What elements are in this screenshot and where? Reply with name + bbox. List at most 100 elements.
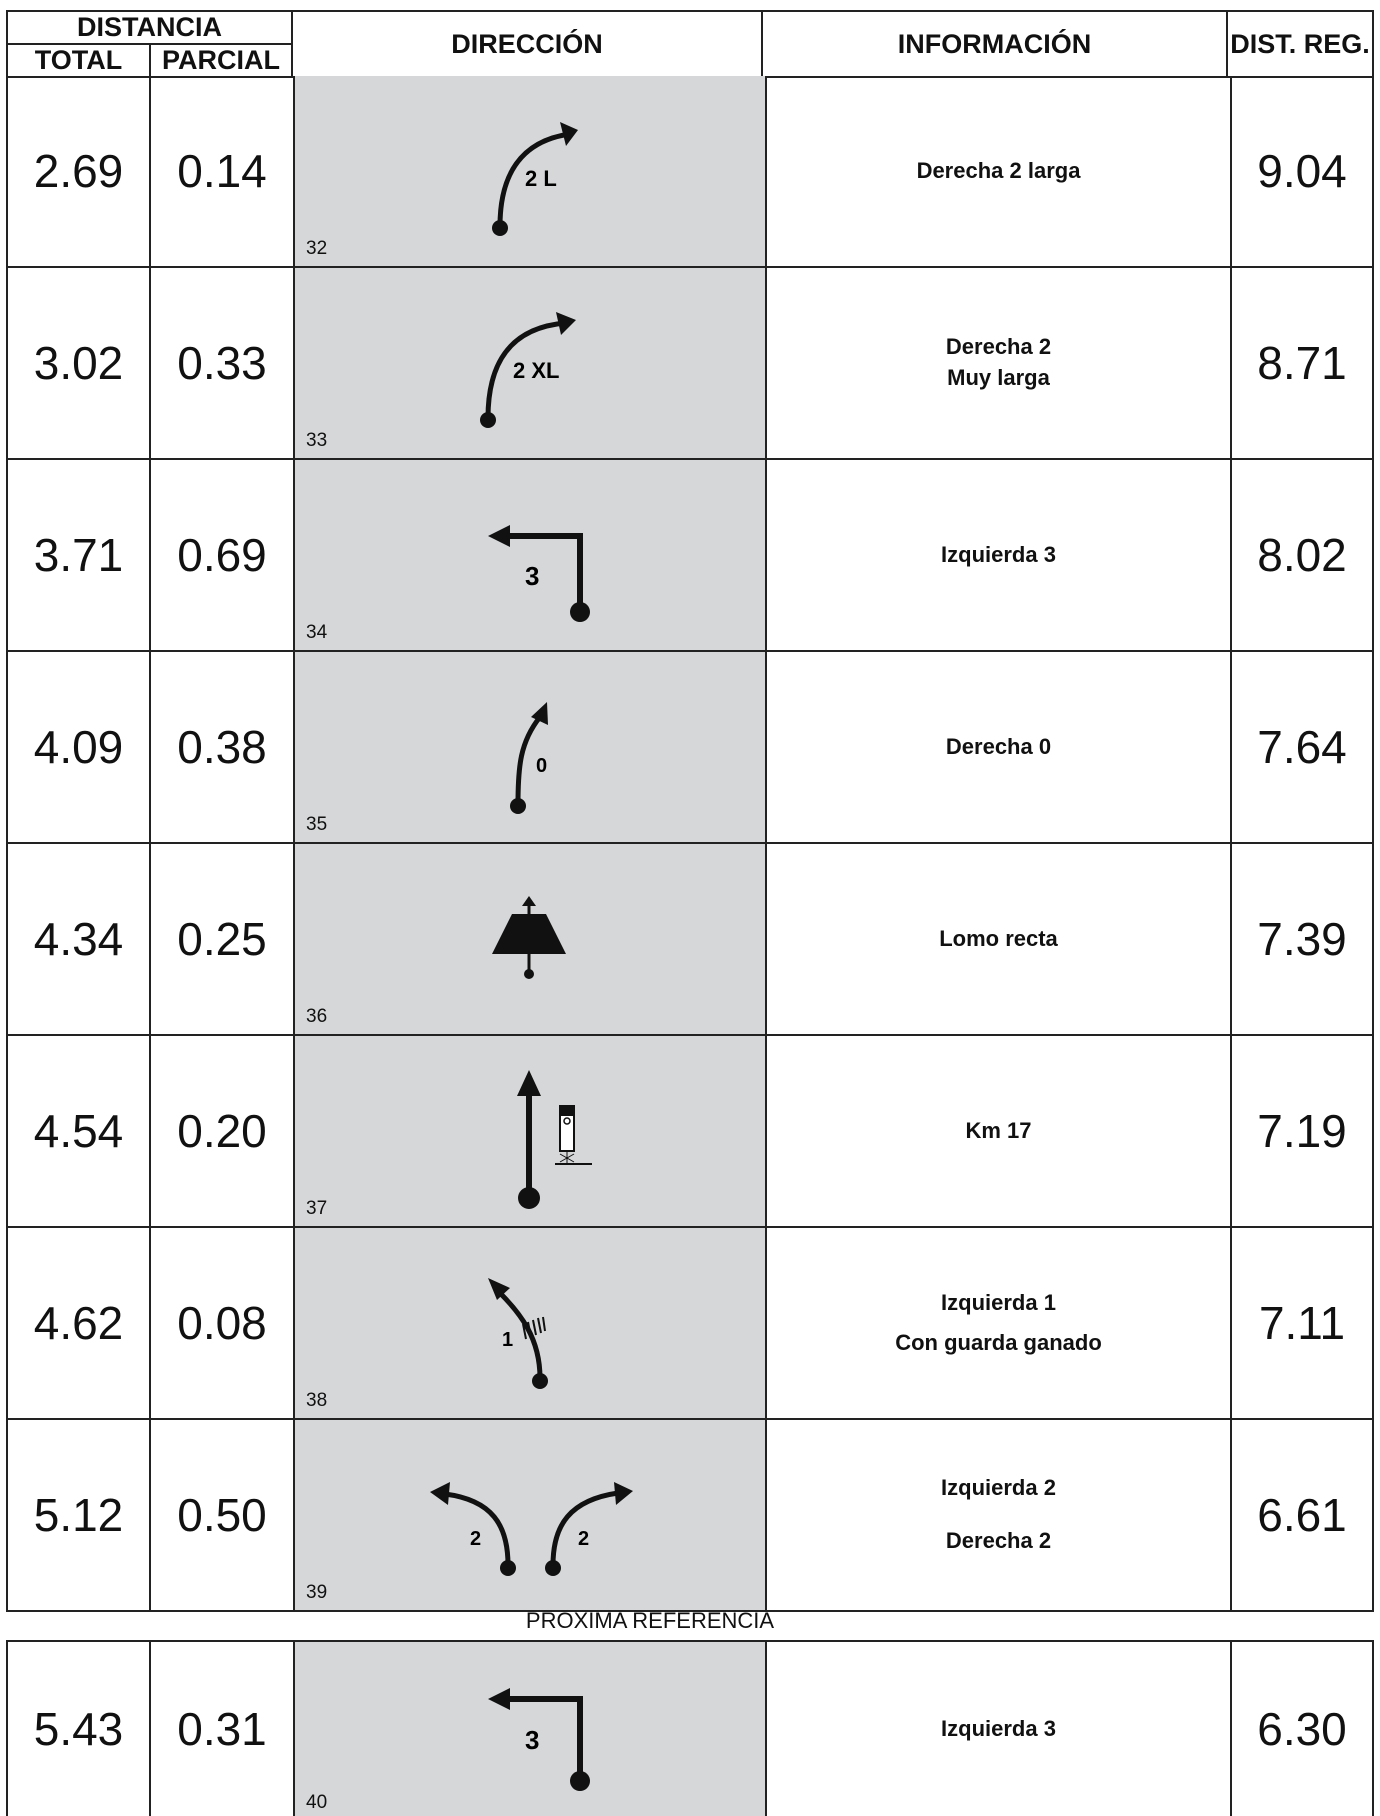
row-number: 38 [306, 1390, 328, 1411]
left-turn-1-cattle-guard-icon: 1 [488, 1278, 548, 1389]
info-cell: Derecha 2 Muy larga [767, 268, 1232, 458]
right-turn-2-long-icon: 2 L [492, 122, 578, 236]
info-line-2: Con guarda ganado [895, 1330, 1102, 1355]
dist-reg-value: 9.04 [1257, 145, 1347, 197]
parcial-value: 0.50 [151, 1420, 295, 1610]
table-row: 3.02 0.33 2 XL 33 Derecha 2 Muy larga 8.… [6, 268, 1374, 460]
header-dist-reg: DIST. REG. [1226, 10, 1374, 78]
row-number: 33 [306, 430, 328, 451]
dist-reg-value: 8.02 [1257, 529, 1347, 581]
turn-label-b: 2 [578, 1528, 589, 1550]
row-number: 36 [306, 1006, 328, 1027]
row-number: 37 [306, 1198, 328, 1219]
direction-cell: 37 [295, 1036, 767, 1226]
turn-label: 3 [525, 561, 539, 591]
info-line-1: Izquierda 3 [941, 541, 1056, 567]
total-value: 2.69 [8, 76, 151, 266]
dist-reg-value: 7.11 [1258, 1297, 1346, 1349]
table-row: 3.71 0.69 3 34 Izquierda 3 8.02 [6, 460, 1374, 652]
direction-cell: 1 38 [295, 1228, 767, 1418]
info-line-1: Km 17 [965, 1117, 1032, 1143]
table-row: 4.62 0.08 1 38 Izquierda 1 Con guarda ga… [6, 1228, 1374, 1420]
total-value: 5.43 [8, 1642, 151, 1816]
info-line-1: Derecha 0 [945, 733, 1052, 759]
km-post-icon [555, 1105, 592, 1165]
total-value: 3.71 [8, 460, 151, 650]
total-value: 4.54 [8, 1036, 151, 1226]
parcial-value: 0.31 [151, 1642, 295, 1816]
right-turn-2-extra-long-icon: 2 XL [480, 312, 576, 428]
info-cell: Lomo recta [767, 844, 1232, 1034]
info-line-1: Izquierda 3 [941, 1715, 1056, 1741]
table-row: 5.12 0.50 2 2 39 Izquierda 2 Derecha 2 6… [6, 1420, 1374, 1612]
info-line-2: Derecha 2 [945, 1528, 1052, 1553]
header-parcial: PARCIAL [162, 45, 280, 75]
info-cell: Izquierda 3 [767, 460, 1232, 650]
parcial-value: 0.33 [151, 268, 295, 458]
turn-label: 3 [525, 1725, 539, 1755]
parcial-value: 0.14 [151, 76, 295, 266]
info-cell: Km 17 [767, 1036, 1232, 1226]
row-number: 32 [306, 238, 328, 259]
info-cell: Derecha 0 [767, 652, 1232, 842]
table-row: 5.43 0.31 3 40 Izquierda 3 6.30 [6, 1640, 1374, 1816]
turn-label: 2 L [525, 166, 557, 191]
dist-reg-value: 6.61 [1257, 1489, 1347, 1541]
row-number: 34 [306, 622, 328, 643]
total-value: 4.09 [8, 652, 151, 842]
info-line-2: Muy larga [947, 365, 1050, 390]
parcial-value: 0.69 [151, 460, 295, 650]
header-distancia-label: DISTANCIA [8, 12, 291, 45]
right-turn-0-icon: 0 [510, 702, 548, 814]
left-turn-3-icon: 3 [488, 1688, 590, 1791]
parcial-value: 0.25 [151, 844, 295, 1034]
direction-cell: 3 34 [295, 460, 767, 650]
turn-label: 1 [502, 1329, 513, 1351]
row-number: 40 [306, 1792, 328, 1813]
turn-label: 2 [470, 1528, 481, 1550]
direction-cell: 0 35 [295, 652, 767, 842]
next-reference-label: PROXIMA REFERENCIA [525, 1608, 775, 1633]
cattle-guard-icon [522, 1316, 546, 1340]
info-cell: Izquierda 2 Derecha 2 [767, 1420, 1232, 1610]
direction-cell: 3 40 [295, 1642, 767, 1816]
dist-reg-value: 7.39 [1257, 913, 1347, 965]
info-cell: Derecha 2 larga [767, 76, 1232, 266]
direction-cell: 36 [295, 844, 767, 1034]
header-informacion: INFORMACIÓN [761, 10, 1228, 78]
info-cell: Izquierda 1 Con guarda ganado [767, 1228, 1232, 1418]
dist-reg-value: 7.64 [1257, 721, 1347, 773]
direction-cell: 2 2 39 [295, 1420, 767, 1610]
dist-reg-value: 6.30 [1257, 1703, 1347, 1755]
total-value: 5.12 [8, 1420, 151, 1610]
info-cell: Izquierda 3 [767, 1642, 1232, 1816]
turn-label: 2 XL [513, 358, 559, 383]
table-row: 2.69 0.14 2 L 32 Derecha 2 larga 9.04 [6, 76, 1374, 268]
table-row: 4.34 0.25 36 Lomo recta 7.39 [6, 844, 1374, 1036]
parcial-value: 0.20 [151, 1036, 295, 1226]
table-row: 4.54 0.20 37 Km 17 7.19 [6, 1036, 1374, 1228]
row-number: 39 [306, 1582, 328, 1603]
info-line-1: Derecha 2 [945, 334, 1052, 360]
direction-cell: 2 L 32 [295, 76, 767, 266]
header-direccion: DIRECCIÓN [291, 10, 763, 78]
straight-with-km-marker-icon [517, 1070, 592, 1209]
header-distancia: DISTANCIA TOTAL PARCIAL [6, 10, 293, 78]
total-value: 4.62 [8, 1228, 151, 1418]
info-line-1: Derecha 2 larga [916, 157, 1081, 183]
total-value: 3.02 [8, 268, 151, 458]
parcial-value: 0.08 [151, 1228, 295, 1418]
crest-straight-icon [492, 896, 566, 979]
info-line-1: Izquierda 1 [941, 1290, 1056, 1316]
turn-label: 0 [536, 755, 547, 777]
total-value: 4.34 [8, 844, 151, 1034]
row-number: 35 [306, 814, 328, 835]
dist-reg-value: 8.71 [1257, 337, 1347, 389]
left-turn-3-icon: 3 [488, 525, 590, 622]
table-row: 4.09 0.38 0 35 Derecha 0 7.64 [6, 652, 1374, 844]
header-total: TOTAL [8, 45, 151, 76]
info-line-1: Izquierda 2 [941, 1475, 1056, 1501]
fork-left-2-right-2-icon: 2 2 [430, 1482, 633, 1576]
info-line-1: Lomo recta [939, 925, 1058, 951]
